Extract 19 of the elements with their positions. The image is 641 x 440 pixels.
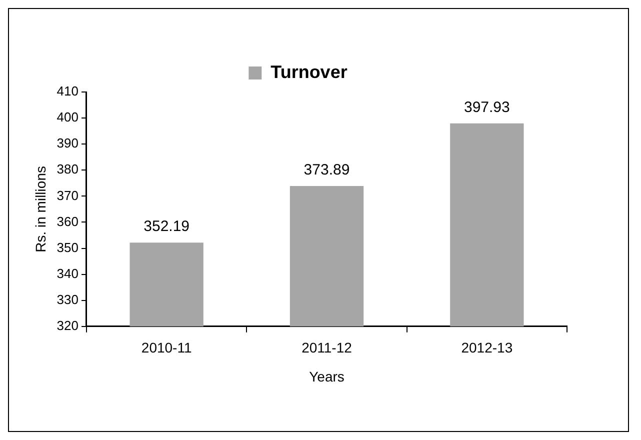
y-tick-label: 340 (56, 266, 78, 281)
data-label: 397.93 (464, 99, 510, 116)
y-tick-label: 320 (56, 318, 78, 333)
data-label: 352.19 (144, 218, 190, 236)
y-axis-title: Rs. in millions (32, 166, 48, 252)
y-tick-label: 370 (56, 188, 78, 203)
y-tick-label: 360 (56, 214, 78, 229)
data-label: 373.89 (304, 162, 350, 179)
y-tick-label: 380 (56, 162, 78, 177)
legend-label: Turnover (270, 62, 348, 82)
x-tick-label: 2012-13 (461, 340, 513, 356)
y-tick-label: 330 (56, 292, 78, 307)
y-tick-label: 390 (56, 136, 78, 151)
y-tick-label: 410 (56, 84, 78, 99)
x-tick-label: 2011-12 (302, 340, 352, 356)
y-tick-label: 350 (56, 240, 78, 255)
x-axis-title: Years (309, 368, 344, 384)
y-tick-label: 400 (56, 110, 78, 125)
x-tick-label: 2010-11 (141, 340, 192, 356)
